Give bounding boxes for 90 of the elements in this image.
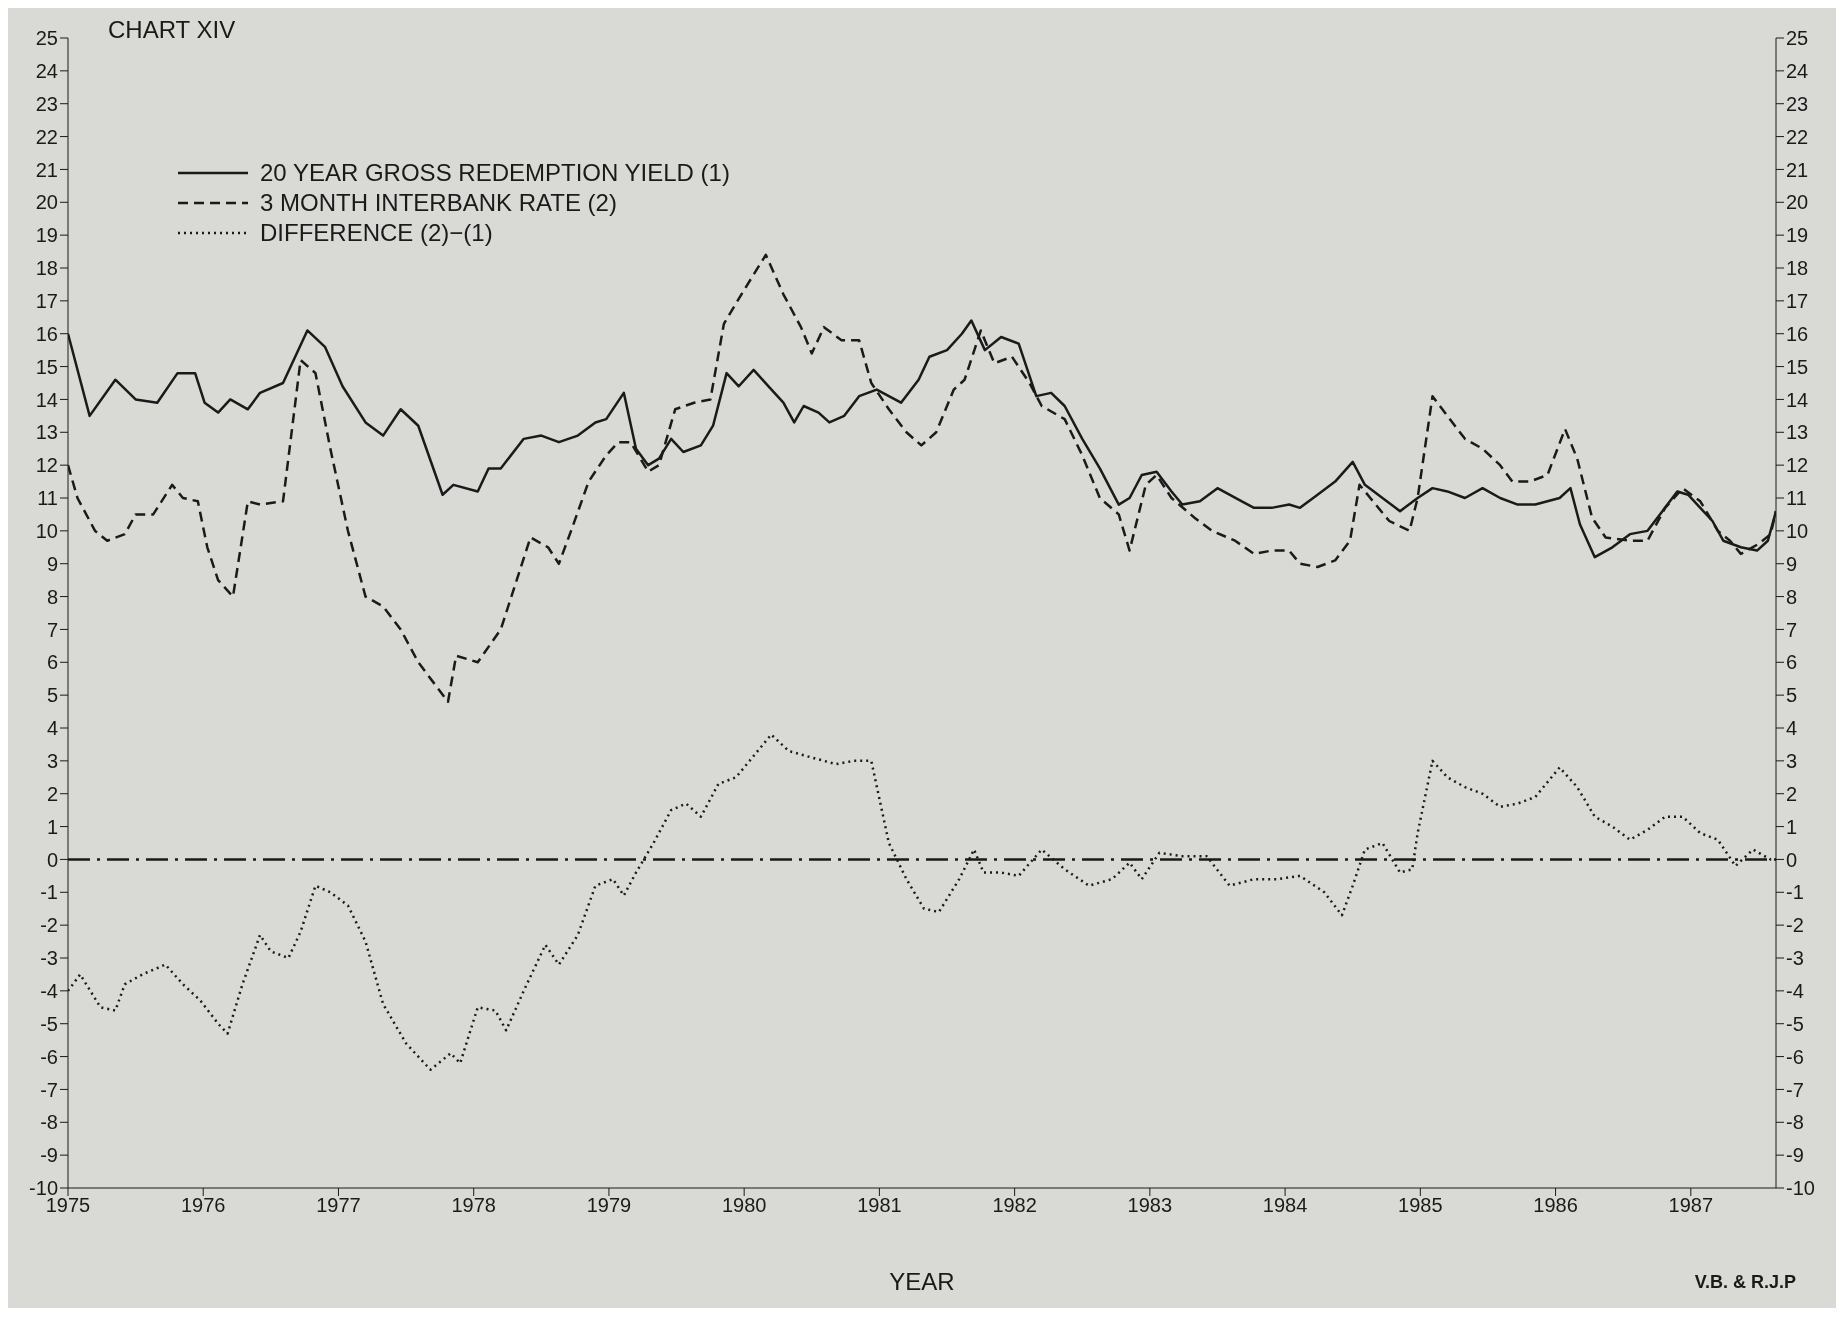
- y2-tick-label: 20: [1786, 191, 1809, 214]
- y2-tick-label: 7: [1786, 618, 1798, 641]
- y2-tick-label: 5: [1786, 684, 1798, 707]
- x-tick-label: 1976: [180, 1194, 226, 1217]
- y-tick-label: -5: [40, 1012, 58, 1035]
- y2-tick-label: 11: [1786, 487, 1807, 510]
- y-tick-label: -8: [40, 1111, 58, 1134]
- x-tick-label: 1980: [721, 1194, 767, 1217]
- y2-tick-label: 4: [1786, 717, 1798, 740]
- y-tick-label: -4: [40, 979, 58, 1002]
- y2-tick-label: -9: [1786, 1144, 1804, 1167]
- y-tick-label: 22: [35, 125, 58, 148]
- y-tick-label: 11: [37, 487, 58, 510]
- y-tick-label: 16: [35, 322, 58, 345]
- x-tick-label: 1975: [45, 1194, 91, 1217]
- y2-tick-label: 19: [1786, 224, 1809, 247]
- y-tick-label: 2: [46, 782, 58, 805]
- y-tick-label: 15: [35, 355, 58, 378]
- y2-tick-label: 1: [1786, 815, 1798, 838]
- y2-tick-label: 8: [1786, 585, 1798, 608]
- legend-label: 3 MONTH INTERBANK RATE (2): [260, 188, 617, 218]
- x-tick-label: 1984: [1262, 1194, 1308, 1217]
- y2-tick-label: 6: [1786, 651, 1798, 674]
- y-tick-label: 1: [46, 815, 58, 838]
- y-tick-label: 5: [46, 684, 58, 707]
- y-tick-label: 13: [35, 421, 58, 444]
- y2-tick-label: 17: [1786, 289, 1809, 312]
- y2-tick-label: -4: [1786, 979, 1804, 1002]
- y-tick-label: 3: [46, 749, 58, 772]
- x-tick-label: 1986: [1533, 1194, 1578, 1217]
- y2-tick-label: 18: [1786, 257, 1809, 280]
- y-tick-label: 6: [46, 651, 58, 674]
- y-tick-label: 4: [46, 717, 58, 740]
- y-tick-label: -7: [40, 1078, 58, 1101]
- y-tick-label: -9: [40, 1144, 58, 1167]
- y2-tick-label: -3: [1786, 947, 1804, 970]
- y-tick-label: 9: [46, 552, 58, 575]
- y-tick-label: 7: [46, 618, 58, 641]
- chart-title: CHART XIV: [108, 16, 236, 44]
- y-tick-label: 12: [35, 454, 58, 477]
- y2-tick-label: -10: [1786, 1177, 1815, 1200]
- y2-tick-label: 22: [1786, 125, 1809, 148]
- y2-tick-label: 15: [1786, 355, 1809, 378]
- y2-tick-label: 9: [1786, 552, 1798, 575]
- legend-label: DIFFERENCE (2)−(1): [260, 218, 493, 248]
- y2-tick-label: 0: [1786, 848, 1798, 871]
- y-tick-label: 14: [35, 388, 58, 411]
- y2-tick-label: 23: [1786, 92, 1809, 115]
- legend-label: 20 YEAR GROSS REDEMPTION YIELD (1): [260, 158, 730, 188]
- y2-tick-label: 12: [1786, 454, 1809, 477]
- x-tick-label: 1981: [857, 1194, 902, 1217]
- y2-tick-label: 16: [1786, 322, 1809, 345]
- y2-tick-label: -8: [1786, 1111, 1804, 1134]
- y-tick-label: 10: [35, 519, 58, 542]
- y-tick-label: -6: [40, 1045, 58, 1068]
- y2-tick-label: -7: [1786, 1078, 1804, 1101]
- y2-tick-label: -2: [1786, 914, 1804, 937]
- text: V.B. & R.J.P: [1694, 1272, 1796, 1293]
- y-tick-label: 23: [35, 92, 58, 115]
- y-tick-label: 8: [46, 585, 58, 608]
- y2-tick-label: -1: [1786, 881, 1804, 904]
- y-tick-label: -2: [40, 914, 58, 937]
- x-tick-label: 1979: [586, 1194, 632, 1217]
- y2-tick-label: 21: [1786, 158, 1809, 181]
- y-tick-label: 21: [35, 158, 58, 181]
- y2-tick-label: -6: [1786, 1045, 1804, 1068]
- y-tick-label: 17: [35, 289, 58, 312]
- x-tick-label: 1982: [992, 1194, 1037, 1217]
- y-tick-label: 25: [35, 27, 58, 50]
- y-tick-label: 0: [46, 848, 58, 871]
- y2-tick-label: 24: [1786, 59, 1809, 82]
- y2-tick-label: 2: [1786, 782, 1798, 805]
- x-tick-label: 1987: [1668, 1194, 1714, 1217]
- y2-tick-label: 14: [1786, 388, 1809, 411]
- x-tick-label: 1983: [1127, 1194, 1173, 1217]
- y-tick-label: -3: [40, 947, 58, 970]
- y-tick-label: 24: [35, 59, 58, 82]
- y-tick-label: 18: [35, 257, 58, 280]
- y2-tick-label: 13: [1786, 421, 1809, 444]
- y2-tick-label: 3: [1786, 749, 1798, 772]
- y-tick-label: 20: [35, 191, 58, 214]
- y-tick-label: 19: [35, 224, 58, 247]
- x-tick-label: 1977: [316, 1194, 361, 1217]
- x-tick-label: 1978: [451, 1194, 496, 1217]
- y2-tick-label: 25: [1786, 27, 1809, 50]
- x-axis-title: YEAR: [889, 1268, 955, 1295]
- x-tick-label: 1985: [1398, 1194, 1443, 1217]
- y2-tick-label: 10: [1786, 519, 1809, 542]
- y2-tick-label: -5: [1786, 1012, 1804, 1035]
- y-tick-label: -1: [40, 881, 58, 904]
